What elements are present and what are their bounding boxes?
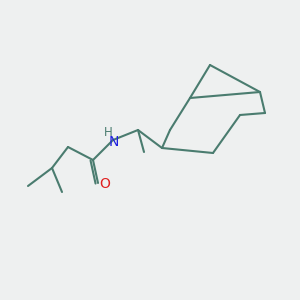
- Text: N: N: [109, 135, 119, 149]
- Text: O: O: [100, 177, 110, 191]
- Text: H: H: [103, 125, 112, 139]
